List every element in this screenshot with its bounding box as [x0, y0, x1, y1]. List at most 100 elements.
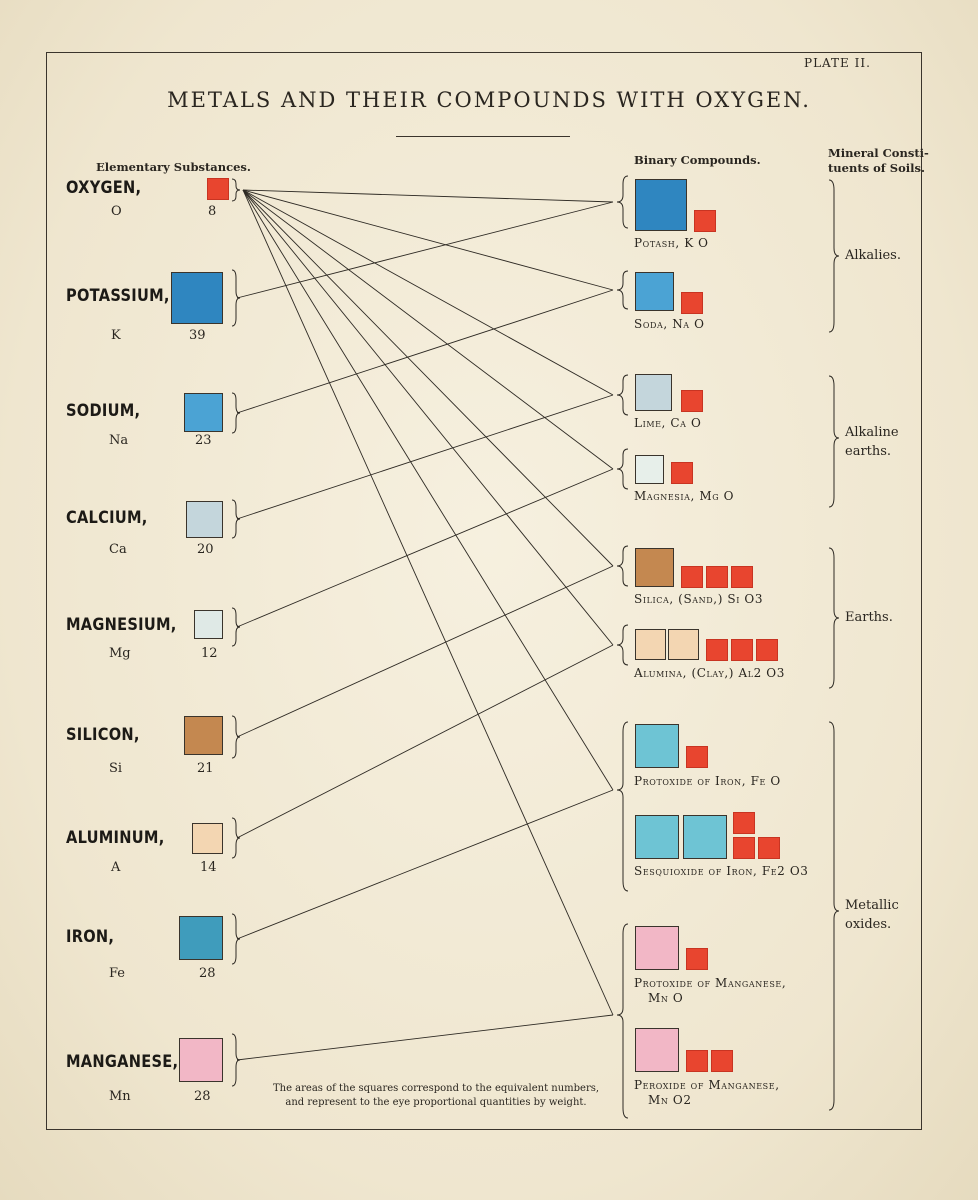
square-manganese: [179, 1038, 223, 1082]
line-potassium-potash: [236, 201, 614, 299]
line-oxygen-soda: [242, 189, 614, 291]
element-symbol-silicon: Si: [109, 761, 123, 776]
compound-square-peroxide-manganese-oxygen-2: [711, 1050, 733, 1072]
plate-title: METALS AND THEIR COMPOUNDS WITH OXYGEN.: [167, 88, 811, 112]
group-metallic-oxides-line1: Metallic: [845, 898, 899, 913]
compound-label-protoxide-manganese: Protoxide of Manganese, Mn O: [634, 976, 786, 1006]
element-symbol-aluminum: A: [111, 860, 121, 875]
compound-square-peroxide-manganese-oxygen-1: [686, 1050, 708, 1072]
line-calcium-lime: [236, 394, 614, 520]
group-alkalies-line1: Alkalies.: [845, 248, 901, 263]
compound-square-alumina-metal-1: [635, 629, 666, 660]
line-oxygen-silica: [242, 189, 614, 567]
compound-square-silica-metal: [635, 548, 674, 587]
brace-silicon: [231, 715, 241, 759]
element-symbol-iron: Fe: [109, 966, 126, 981]
compound-square-magnesia-metal: [635, 455, 664, 484]
compound-label-lime: Lime, Ca O: [634, 416, 702, 430]
compound-square-alumina-oxygen-3: [756, 639, 778, 661]
element-name-potassium: POTASSIUM,: [66, 286, 170, 306]
brace-silica: [616, 545, 629, 587]
compound-label-magnesia: Magnesia, Mg O: [634, 489, 735, 503]
line-oxygen-lime: [242, 189, 614, 396]
header-mineral-line2: tuents of Soils.: [828, 161, 925, 175]
brace-iron: [231, 913, 241, 965]
group-alkaline-earths-line1: Alkaline: [845, 425, 899, 440]
brace-oxygen: [231, 178, 241, 202]
compound-square-soda-oxygen: [681, 292, 703, 314]
compound-square-sesquioxide-iron-metal-2: [683, 815, 727, 859]
brace-magnesia: [616, 448, 629, 490]
compound-square-peroxide-manganese-metal: [635, 1028, 679, 1072]
line-silicon-silica: [236, 565, 614, 738]
compound-square-silica-oxygen-3: [731, 566, 753, 588]
plate-border: [46, 52, 922, 1130]
compound-label-soda: Soda, Na O: [634, 317, 705, 331]
compound-label-alumina: Alumina, (Clay,) Al2 O3: [634, 666, 785, 680]
compound-square-lime-oxygen: [681, 390, 703, 412]
compound-square-sesquioxide-iron-oxygen-2: [733, 837, 755, 859]
line-oxygen-potash: [242, 189, 614, 203]
line-magnesium-magnesia: [236, 468, 614, 628]
brace-sodium: [231, 392, 241, 434]
element-name-calcium: CALCIUM,: [66, 508, 148, 528]
element-name-iron: IRON,: [66, 927, 115, 947]
compound-square-lime-metal: [635, 374, 672, 411]
compound-square-alumina-metal-2: [668, 629, 699, 660]
compound-label-sesquioxide-iron: Sesquioxide of Iron, Fe2 O3: [634, 864, 809, 878]
header-mineral-constituents: Mineral Consti- tuents of Soils.: [828, 146, 929, 176]
element-number-iron: 28: [199, 966, 216, 981]
brace-potassium: [231, 269, 241, 327]
element-symbol-magnesium: Mg: [109, 646, 131, 661]
compound-square-alumina-oxygen-2: [731, 639, 753, 661]
compound-square-sesquioxide-iron-metal-1: [635, 815, 679, 859]
compound-label-potash: Potash, K O: [634, 236, 709, 250]
header-elementary-substances: Elementary Substances.: [96, 160, 251, 174]
group-metallic-oxides-line2: oxides.: [845, 917, 892, 932]
line-sodium-soda: [236, 289, 614, 414]
compound-label-peroxide-manganese: Peroxide of Manganese, Mn O2: [634, 1078, 780, 1108]
compound-square-sesquioxide-iron-oxygen-1: [733, 812, 755, 834]
brace-group-alkalies: [828, 179, 840, 333]
line-oxygen-iron-oxides: [242, 189, 614, 791]
group-earths-line1: Earths.: [845, 610, 893, 625]
element-number-silicon: 21: [197, 761, 214, 776]
line-oxygen-magnesia: [242, 189, 614, 470]
square-oxygen: [207, 178, 229, 200]
header-binary-compounds: Binary Compounds.: [634, 153, 761, 167]
square-aluminum: [192, 823, 223, 854]
brace-aluminum: [231, 817, 241, 859]
compound-square-silica-oxygen-2: [706, 566, 728, 588]
brace-group-alkaline-earths: [828, 375, 840, 508]
element-name-sodium: SODIUM,: [66, 401, 141, 421]
element-number-manganese: 28: [194, 1089, 211, 1104]
brace-soda: [616, 270, 629, 310]
line-aluminum-alumina: [236, 644, 614, 839]
group-label-alkaline-earths: Alkaline earths.: [845, 423, 899, 461]
brace-iron-oxides: [616, 721, 629, 892]
brace-manganese: [231, 1033, 241, 1087]
square-silicon: [184, 716, 223, 755]
compound-square-sesquioxide-iron-oxygen-3: [758, 837, 780, 859]
compound-label-protoxide-manganese-line2: Mn O: [648, 991, 684, 1005]
square-calcium: [186, 501, 223, 538]
compound-square-soda-metal: [635, 272, 674, 311]
compound-label-peroxide-manganese-line1: Peroxide of Manganese,: [634, 1078, 780, 1092]
brace-alumina: [616, 624, 629, 666]
compound-square-potash-metal: [635, 179, 687, 231]
element-number-potassium: 39: [189, 328, 206, 343]
compound-label-protoxide-iron: Protoxide of Iron, Fe O: [634, 774, 781, 788]
brace-manganese-oxides: [616, 923, 629, 1119]
header-mineral-line1: Mineral Consti-: [828, 146, 929, 160]
element-name-silicon: SILICON,: [66, 725, 140, 745]
line-iron-iron-oxides: [236, 789, 614, 940]
element-number-aluminum: 14: [200, 860, 217, 875]
title-rule: [396, 136, 570, 137]
square-magnesium: [194, 610, 223, 639]
element-symbol-potassium: K: [111, 328, 121, 343]
element-number-oxygen: 8: [208, 204, 217, 219]
element-symbol-calcium: Ca: [109, 542, 127, 557]
group-alkaline-earths-line2: earths.: [845, 444, 892, 459]
